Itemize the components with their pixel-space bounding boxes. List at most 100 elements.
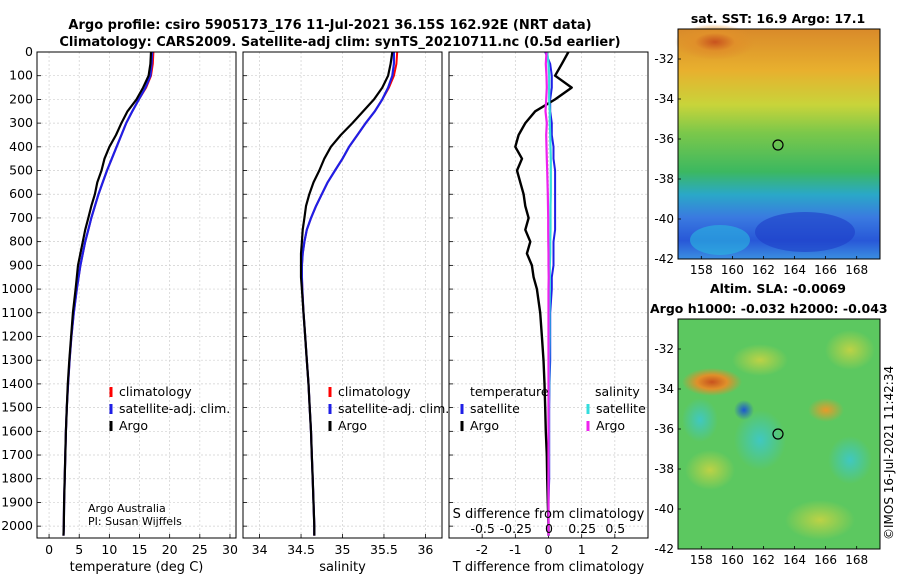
legend-label-argo: Argo (119, 418, 148, 433)
sla-high-patch (682, 368, 742, 396)
map-x-tick-label: 160 (721, 263, 744, 277)
axes-frame (242, 51, 443, 539)
x-tick-label: 0 (545, 542, 553, 557)
secondary-x-tick-label: 0.25 (568, 521, 596, 536)
legend-label-s-satellite: satellite (596, 401, 646, 416)
legend-label-t-satellite: satellite (470, 401, 520, 416)
sla-low-patch (682, 398, 718, 442)
y-tick-label: 1100 (1, 305, 33, 320)
x-tick-label: 34 (252, 542, 268, 557)
sla-map-axes: 158 160 162 164 166 168 -32 -34 -36 -38 -40 -42 (654, 342, 868, 567)
y-tick-label: 1600 (1, 423, 33, 438)
x-tick-label: 5 (75, 542, 83, 557)
x-tick-label: 15 (132, 542, 148, 557)
credit-line1: Argo Australia (88, 502, 166, 515)
x-tick-label: 10 (101, 542, 117, 557)
legend-title-salinity: salinity (595, 384, 640, 399)
map-x-tick-label: 160 (721, 553, 744, 567)
y-tick-label: 1500 (1, 400, 33, 415)
y-tick-label: 1000 (1, 281, 33, 296)
map-y-tick-label: -34 (654, 382, 674, 396)
secondary-x-tick-label: 0.5 (605, 521, 625, 536)
legend-label-climatology: climatology (338, 384, 411, 399)
sst-cool-patch (690, 225, 750, 255)
sla-map-title: Altim. SLA: -0.0069 (710, 281, 846, 296)
map-y-tick-label: -38 (654, 172, 674, 186)
map-x-tick-label: 164 (783, 553, 806, 567)
y-tick-label: 1900 (1, 494, 33, 509)
legend-label-satellite: satellite-adj. clim. (338, 401, 449, 416)
x-tick-label: -1 (509, 542, 521, 557)
x-tick-label: 20 (162, 542, 178, 557)
legend-label-argo: Argo (338, 418, 367, 433)
x-tick-label: 34.5 (287, 542, 315, 557)
series-line-argo (62, 51, 153, 536)
map-y-tick-label: -42 (654, 542, 674, 556)
legend-label-climatology: climatology (119, 384, 192, 399)
y-tick-label: 300 (9, 115, 33, 130)
legend-label-s-argo: Argo (596, 418, 625, 433)
sst-warm-patch (675, 24, 755, 60)
map-y-tick-label: -36 (654, 422, 674, 436)
sst-map: sat. SST: 16.9 Argo: 17.1 158 160 162 164 16… (654, 11, 881, 277)
map-y-tick-label: -32 (654, 342, 674, 356)
y-tick-label: 100 (9, 68, 33, 83)
y-tick-label: 0 (25, 44, 33, 59)
secondary-x-tick-label: -0.5 (470, 521, 494, 536)
map-y-tick-label: -40 (654, 212, 674, 226)
sst-map-frame (677, 28, 881, 260)
x-axis-label: temperature (deg C) (70, 560, 204, 575)
x-axis-label: T difference from climatology (452, 560, 645, 575)
x-tick-label: 35.5 (370, 542, 398, 557)
sla-low-patch (828, 436, 872, 484)
series-line-satellite-adj-clim- (300, 52, 395, 536)
sla-patch (825, 330, 875, 370)
sla-patch (785, 500, 855, 540)
salinity-legend: climatology satellite-adj. clim. Argo (328, 384, 449, 433)
y-tick-label: 1300 (1, 352, 33, 367)
series-line-t-argo (514, 51, 573, 536)
map-x-tick-label: 158 (690, 263, 713, 277)
legend-title-temperature: temperature (470, 384, 549, 399)
map-x-tick-label: 168 (845, 263, 868, 277)
series-line-satellite-adj-clim- (62, 51, 154, 536)
y-tick-label: 200 (9, 91, 33, 106)
x-tick-label: -2 (476, 542, 488, 557)
y-tick-label: 1800 (1, 471, 33, 486)
map-x-tick-label: 162 (752, 263, 775, 277)
axes-frame (448, 51, 649, 539)
map-y-tick-label: -36 (654, 132, 674, 146)
x-tick-label: 2 (611, 542, 619, 557)
y-tick-label: 1200 (1, 328, 33, 343)
y-tick-label: 500 (9, 163, 33, 178)
y-tick-label: 800 (9, 234, 33, 249)
y-tick-label: 600 (9, 186, 33, 201)
salinity-panel: 34 34.5 35 35.5 36 salinity (242, 51, 443, 575)
map-x-tick-label: 162 (752, 553, 775, 567)
figure-title-line2: Climatology: CARS2009. Satellite-adj cli… (59, 35, 620, 50)
map-y-tick-label: -42 (654, 252, 674, 266)
sla-patch (808, 398, 844, 422)
x-tick-label: 0 (45, 542, 53, 557)
map-y-tick-label: -38 (654, 462, 674, 476)
difference-legend: temperature salinity satellite Argo sate… (460, 384, 646, 433)
map-y-tick-label: -32 (654, 52, 674, 66)
y-tick-label: 700 (9, 210, 33, 225)
map-x-tick-label: 164 (783, 263, 806, 277)
map-y-tick-label: -40 (654, 502, 674, 516)
figure-title-line1: Argo profile: csiro 5905173_176 11-Jul-2… (68, 18, 591, 33)
map-y-tick-label: -34 (654, 92, 674, 106)
secondary-axis-label: S difference from climatology (453, 507, 645, 522)
sla-low-patch (734, 410, 786, 470)
difference-panel: -2 -1 0 1 2 T difference from climatology S di… (448, 51, 649, 575)
x-tick-label: 1 (578, 542, 586, 557)
credit-line2: PI: Susan Wijffels (88, 515, 182, 528)
legend-label-t-argo: Argo (470, 418, 499, 433)
temperature-panel: 0 5 10 15 20 25 300100200300400500600700800900… (1, 44, 238, 575)
sst-cold-patch (755, 212, 855, 252)
map-x-tick-label: 158 (690, 553, 713, 567)
y-tick-label: 1700 (1, 447, 33, 462)
sla-low-patch (734, 400, 754, 420)
sst-argo-marker (772, 139, 784, 151)
